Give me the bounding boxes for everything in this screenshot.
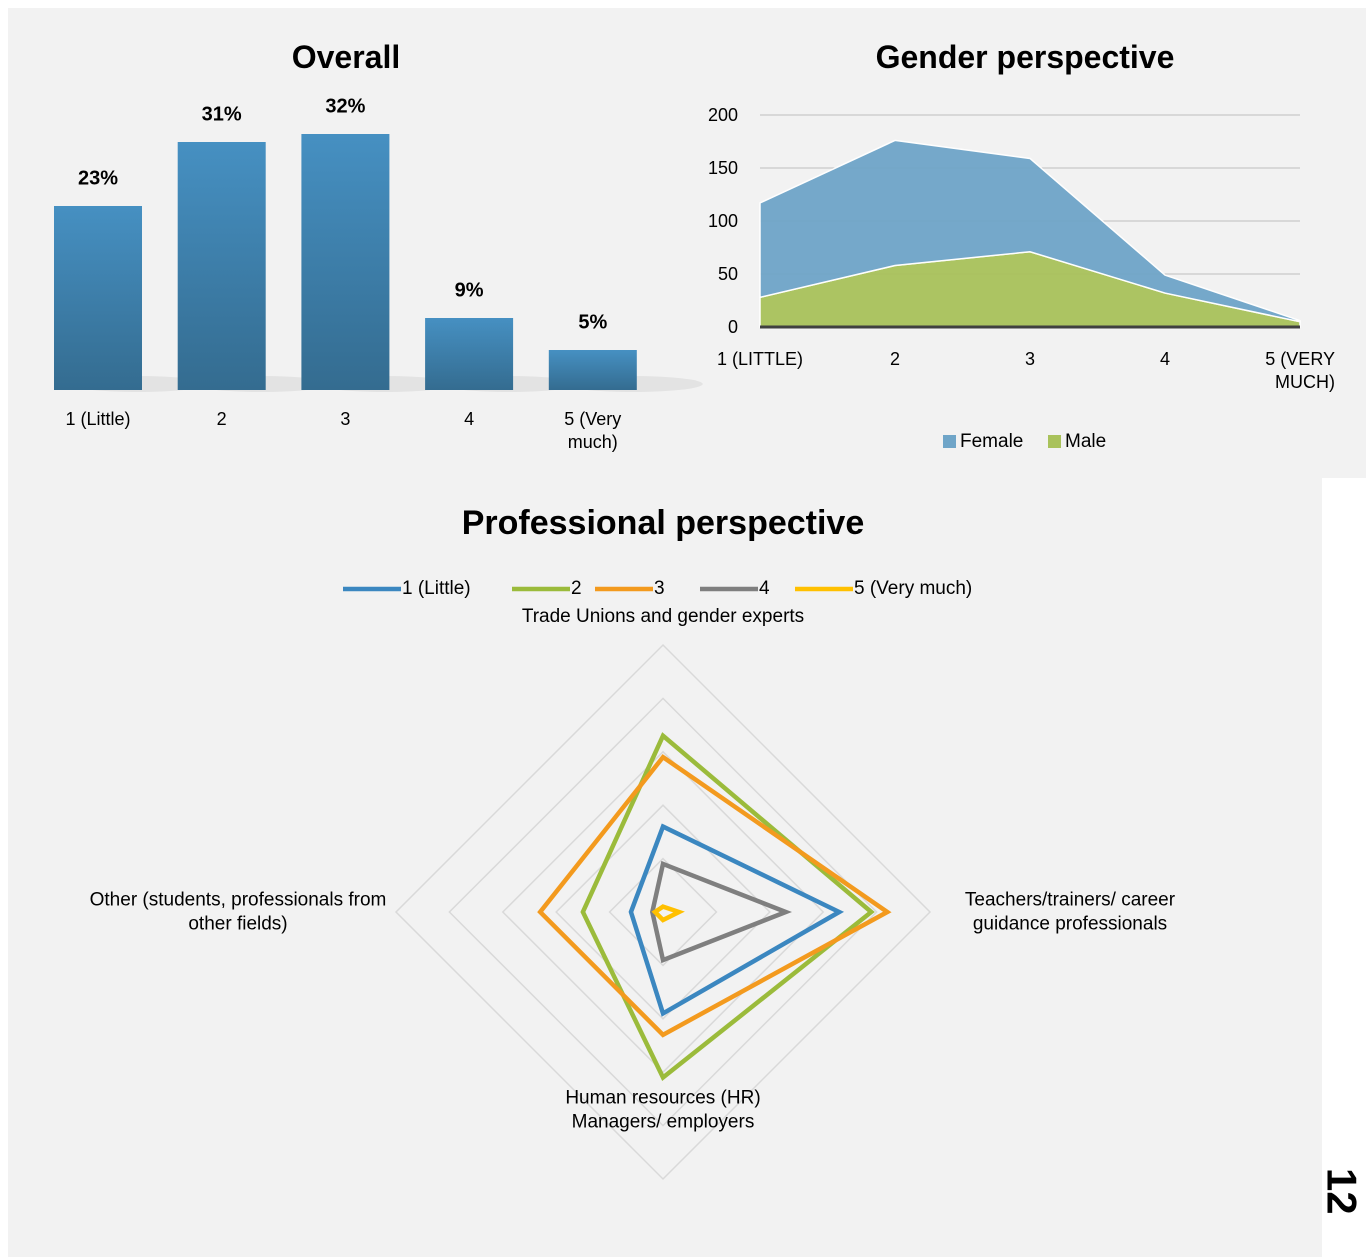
grid-ring <box>608 857 718 967</box>
x-tick-label: 4 <box>1159 349 1170 369</box>
legend-label: 3 <box>654 578 665 599</box>
y-tick-label: 50 <box>717 264 738 284</box>
y-tick-label: 100 <box>707 211 738 231</box>
radar-line <box>537 754 892 1038</box>
x-tick-label: 1 (Little) <box>65 409 131 429</box>
bar <box>301 134 390 390</box>
panel-bottom <box>8 478 1322 1257</box>
area <box>759 139 1301 323</box>
x-tick-label: 4 <box>464 409 475 429</box>
y-tick-label: 150 <box>707 158 738 178</box>
legend-swatch <box>943 435 956 448</box>
chart-title: Professional perspective <box>461 503 865 542</box>
y-tick-label: 0 <box>727 317 738 337</box>
chart-title: Overall <box>291 39 401 75</box>
x-tick-label: 3 <box>1024 349 1035 369</box>
legend-swatch <box>1048 435 1061 448</box>
axis-label: Teachers/trainers/ career guidance profe… <box>964 889 1176 934</box>
x-tick-label: 5 (Very much) <box>564 409 622 452</box>
legend-label: 2 <box>571 578 582 599</box>
x-tick-label: 2 <box>889 349 900 369</box>
bar <box>54 206 142 390</box>
x-tick-label: 1 (LITTLE) <box>716 349 804 369</box>
grid-ring <box>501 750 825 1074</box>
legend-label: 4 <box>759 578 770 599</box>
grid-ring <box>555 804 771 1020</box>
axis-label: Other (students, professionals from othe… <box>89 889 387 934</box>
x-tick-label: 5 (VERY MUCH) <box>1265 349 1335 392</box>
grid-ring <box>448 697 878 1127</box>
chart-title: Gender perspective <box>875 39 1175 75</box>
bar <box>425 318 514 390</box>
axis-label: Human resources (HR) Managers/ employers <box>565 1087 761 1132</box>
legend-label: Female <box>960 431 1024 452</box>
bar <box>548 350 637 390</box>
radar-line <box>650 860 792 964</box>
x-tick-label: 2 <box>216 409 227 429</box>
data-label: 31% <box>201 103 242 126</box>
x-tick-label: 3 <box>340 409 351 429</box>
legend-label: 5 (Very much) <box>854 578 973 599</box>
y-tick-label: 200 <box>707 105 738 125</box>
grid-ring <box>394 643 932 1181</box>
page-number: 12 <box>1318 1167 1366 1215</box>
data-label: 32% <box>325 95 366 118</box>
radar-line <box>628 823 845 1017</box>
axis-label: Trade Unions and gender experts <box>521 606 805 628</box>
legend-label: Male <box>1065 431 1107 452</box>
data-label: 9% <box>454 279 484 302</box>
data-label: 23% <box>77 167 119 190</box>
radar-line <box>651 904 685 923</box>
bar <box>177 142 266 390</box>
data-label: 5% <box>578 311 608 334</box>
legend-label: 1 (Little) <box>402 578 471 599</box>
